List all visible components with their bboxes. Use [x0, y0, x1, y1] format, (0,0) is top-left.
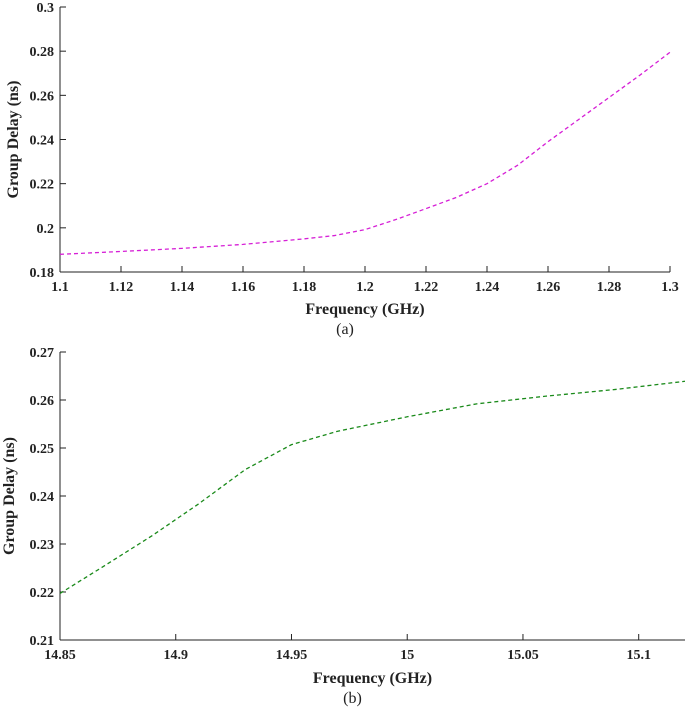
panel-caption: (b) [343, 690, 362, 707]
x-tick-label: 1.22 [414, 280, 439, 295]
y-tick-label: 0.18 [30, 266, 55, 281]
x-tick-label: 14.9 [163, 648, 188, 663]
y-axis-label: Group Delay (ns) [1, 437, 18, 555]
x-axis-label: Frequency (GHz) [313, 670, 432, 687]
y-tick-label: 0.2 [37, 222, 55, 237]
y-tick-label: 0.24 [30, 134, 55, 149]
y-tick-label: 0.24 [30, 490, 55, 505]
y-tick-label: 0.26 [30, 394, 55, 409]
y-tick-label: 0.22 [30, 586, 55, 601]
x-tick-label: 14.95 [276, 648, 308, 663]
y-tick-label: 0.3 [37, 1, 55, 16]
x-tick-label: 1.1 [51, 280, 69, 295]
panel-caption: (a) [336, 321, 354, 338]
y-tick-label: 0.23 [30, 538, 55, 553]
chart-b: 0.21 0.22 0.23 0.24 0.25 0.26 0.27 14.85 14.9 14.… [1, 346, 685, 707]
x-tick-label: 1.18 [292, 280, 317, 295]
x-tick-label: 1.24 [475, 280, 500, 295]
y-tick-label: 0.27 [30, 346, 55, 361]
y-axis-label: Group Delay (ns) [5, 81, 22, 199]
chart-a: 0.18 0.2 0.22 0.24 0.26 0.28 0.3 1.1 1.12 1.14 1.1… [5, 1, 679, 338]
x-tick-label: 1.3 [661, 280, 679, 295]
x-tick-label: 1.28 [597, 280, 622, 295]
y-tick-label: 0.28 [30, 45, 55, 60]
x-axis-label: Frequency (GHz) [305, 301, 424, 318]
x-tick-label: 1.16 [231, 280, 256, 295]
x-tick-label: 15.1 [626, 648, 651, 663]
y-tick-label: 0.25 [30, 442, 55, 457]
y-tick-label: 0.22 [30, 178, 55, 193]
x-tick-label: 1.2 [356, 280, 374, 295]
series-line [59, 51, 671, 255]
x-tick-label: 1.14 [170, 280, 195, 295]
y-tick-label: 0.21 [30, 634, 55, 649]
x-tick-label: 1.26 [536, 280, 561, 295]
x-tick-label: 1.12 [109, 280, 134, 295]
y-tick-label: 0.26 [30, 89, 55, 104]
x-tick-label: 15 [400, 648, 414, 663]
x-tick-label: 14.85 [44, 648, 76, 663]
x-tick-label: 15.05 [507, 648, 539, 663]
series-line [59, 380, 685, 594]
